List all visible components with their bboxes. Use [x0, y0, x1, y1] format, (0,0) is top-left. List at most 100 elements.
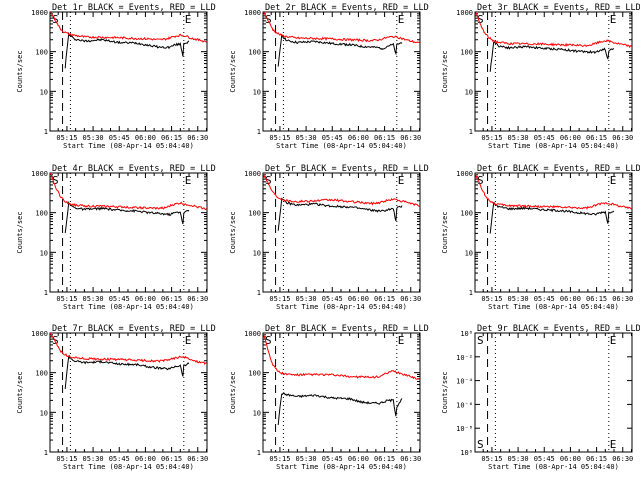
y-tick-label: 1 — [469, 128, 473, 136]
panel-title: Det 1r BLACK = Events, RED = LLD — [52, 3, 216, 13]
y-tick-label: 10 — [40, 249, 48, 257]
y-tick-label: 1 — [257, 128, 261, 136]
y-tick-label: 1 — [44, 449, 48, 457]
x-tick-label: 05:45 — [534, 455, 555, 463]
y-tick-label: 10 — [465, 88, 473, 96]
x-tick-label: 06:00 — [348, 134, 369, 142]
panel-title: Det 6r BLACK = Events, RED = LLD — [477, 164, 640, 174]
x-tick-label: 05:30 — [296, 134, 317, 142]
events-series-black — [277, 34, 403, 67]
x-tick-label: 06:30 — [187, 295, 208, 303]
panel-title: Det 2r BLACK = Events, RED = LLD — [265, 3, 429, 13]
panel-title: Det 8r BLACK = Events, RED = LLD — [265, 324, 429, 334]
plot-frame — [49, 332, 208, 453]
x-tick-label: 05:15 — [481, 134, 502, 142]
end-marker: E — [610, 13, 617, 26]
x-tick-label: 06:30 — [187, 455, 208, 463]
x-tick-label: 06:00 — [560, 134, 581, 142]
x-tick-label: 06:00 — [560, 295, 581, 303]
y-tick-label: 1000 — [31, 9, 48, 17]
lld-series-red — [263, 333, 420, 380]
y-tick-label: 1 — [44, 289, 48, 297]
start-marker: S — [477, 13, 484, 26]
detector-panel-1: Det 1r BLACK = Events, RED = LLD 1 10 100 10… — [16, 3, 216, 150]
panel-title: Det 4r BLACK = Events, RED = LLD — [52, 164, 216, 174]
x-axis-label: Start Time (08-Apr-14 05:04:40) — [488, 142, 619, 150]
panel-title: Det 5r BLACK = Events, RED = LLD — [265, 164, 429, 174]
y-axis-label: Counts/sec — [441, 371, 449, 413]
detector-panel-5: Det 5r BLACK = Events, RED = LLD 1 10 100 10… — [229, 164, 429, 311]
events-series-black — [489, 202, 615, 234]
x-tick-label: 05:15 — [269, 295, 290, 303]
x-tick-label: 06:15 — [161, 134, 182, 142]
x-tick-label: 06:15 — [161, 295, 182, 303]
start-marker: S — [52, 13, 59, 26]
lld-series-red — [475, 173, 632, 210]
plot-frame — [262, 11, 421, 132]
x-tick-label: 05:30 — [83, 134, 104, 142]
x-tick-label: 05:15 — [481, 295, 502, 303]
y-tick-label: 10⁻² — [456, 354, 473, 362]
start-marker: S — [265, 174, 272, 187]
events-series-black — [277, 197, 403, 231]
x-tick-label: 06:00 — [348, 455, 369, 463]
y-tick-label: 1 — [257, 449, 261, 457]
x-axis-label: Start Time (08-Apr-14 05:04:40) — [488, 303, 619, 311]
lld-series-red — [475, 12, 632, 49]
x-tick-label: 06:15 — [161, 455, 182, 463]
start-marker: S — [265, 334, 272, 347]
x-tick-label: 05:30 — [508, 295, 529, 303]
plot-frame — [474, 332, 633, 453]
x-tick-label: 06:15 — [586, 134, 607, 142]
y-tick-label: 1 — [44, 128, 48, 136]
plot-frame — [49, 172, 208, 293]
y-tick-label: 1000 — [244, 9, 261, 17]
x-tick-label: 06:00 — [135, 295, 156, 303]
x-tick-label: 06:30 — [400, 134, 421, 142]
y-tick-label: 10 — [253, 249, 261, 257]
detector-panel-4: Det 4r BLACK = Events, RED = LLD 1 10 100 10… — [16, 164, 216, 311]
y-axis-label: Counts/sec — [16, 50, 24, 92]
y-tick-label: 10 — [40, 409, 48, 417]
y-axis-label: Counts/sec — [441, 211, 449, 253]
detector-panel-9: Det 9r BLACK = Events, RED = LLD 10⁰ 10⁻² 1… — [441, 324, 640, 471]
y-tick-label: 1000 — [456, 9, 473, 17]
events-series-black — [64, 200, 190, 234]
y-tick-label: 10⁰ — [460, 330, 473, 338]
x-axis-label: Start Time (08-Apr-14 05:04:40) — [63, 463, 194, 471]
x-tick-label: 05:45 — [322, 455, 343, 463]
x-tick-label: 05:45 — [109, 134, 130, 142]
y-tick-label: 1000 — [31, 170, 48, 178]
x-tick-label: 06:15 — [374, 134, 395, 142]
x-tick-label: 05:30 — [83, 295, 104, 303]
y-tick-label: 10 — [253, 88, 261, 96]
lld-series-red — [263, 12, 420, 44]
x-tick-label: 06:30 — [612, 455, 633, 463]
y-axis-label: Counts/sec — [441, 50, 449, 92]
y-tick-label: 1000 — [31, 330, 48, 338]
x-tick-label: 05:30 — [508, 455, 529, 463]
x-tick-label: 05:15 — [56, 295, 77, 303]
detector-panel-7: Det 7r BLACK = Events, RED = LLD 1 10 100 10… — [16, 324, 216, 471]
y-tick-label: 100 — [35, 370, 48, 378]
x-tick-label: 05:15 — [56, 455, 77, 463]
x-axis-label: Start Time (08-Apr-14 05:04:40) — [63, 303, 194, 311]
end-marker: E — [398, 13, 405, 26]
plot-frame — [49, 11, 208, 132]
y-tick-label: 1000 — [244, 330, 261, 338]
events-series-black — [64, 355, 190, 389]
end-marker: E — [185, 174, 192, 187]
start-marker: S — [52, 174, 59, 187]
x-tick-label: 06:00 — [135, 134, 156, 142]
end-marker: E — [398, 174, 405, 187]
plot-frame — [262, 332, 421, 453]
x-axis-label: Start Time (08-Apr-14 05:04:40) — [276, 142, 407, 150]
plot-frame — [474, 172, 633, 293]
y-tick-label: 1000 — [244, 170, 261, 178]
x-tick-label: 05:30 — [508, 134, 529, 142]
end-marker: E — [185, 13, 192, 26]
x-tick-label: 06:00 — [135, 455, 156, 463]
events-series-black — [64, 31, 190, 69]
y-axis-label: Counts/sec — [229, 50, 237, 92]
x-axis-label: Start Time (08-Apr-14 05:04:40) — [488, 463, 619, 471]
